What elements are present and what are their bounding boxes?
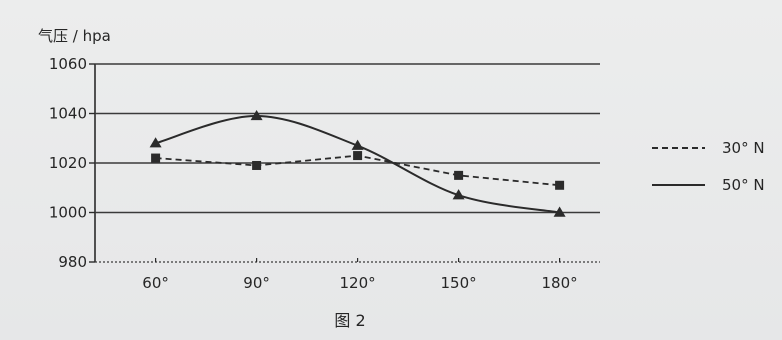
y-tick-label-980: 980 [58, 253, 87, 271]
x-tick-label-1: 90° [243, 274, 270, 292]
legend-label-1: 50° N [722, 176, 765, 194]
series-0-point-3 [454, 170, 464, 180]
series-0-point-1 [252, 160, 262, 170]
x-tick-label-2: 120° [340, 274, 376, 292]
x-tick-label-0: 60° [142, 274, 169, 292]
y-tick-label-1000: 1000 [49, 204, 87, 222]
legend-label-0: 30° N [722, 139, 765, 157]
series-0-point-4 [555, 180, 565, 190]
figure-caption: 图 2 [334, 311, 365, 330]
y-tick-label-1060: 1060 [49, 55, 87, 73]
series-1-point-0 [149, 137, 162, 148]
y-tick-label-1020: 1020 [49, 154, 87, 172]
x-tick-label-4: 180° [542, 274, 578, 292]
series-1-point-1 [250, 109, 263, 121]
series-0-point-2 [353, 151, 363, 161]
series-line-1 [155, 114, 560, 214]
series-0-point-0 [151, 153, 161, 163]
series-1-point-2 [351, 139, 364, 150]
y-axis-title: 气压 / hpa [38, 27, 111, 45]
x-tick-label-3: 150° [441, 274, 477, 292]
series-1-point-4 [553, 206, 566, 217]
y-tick-label-1040: 1040 [49, 105, 87, 123]
series-1-point-3 [452, 189, 465, 200]
